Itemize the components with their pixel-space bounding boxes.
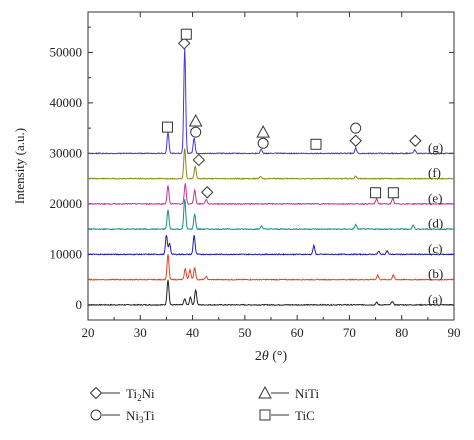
series-line bbox=[87, 148, 455, 180]
diamond-marker bbox=[177, 37, 191, 50]
legend-label: Ti2Ni bbox=[126, 386, 155, 403]
phase-markers bbox=[161, 28, 422, 199]
legend-item: TiC bbox=[259, 408, 315, 423]
series-line bbox=[87, 47, 455, 155]
series-line bbox=[87, 234, 455, 256]
series-labels: (a) (b) (c) (d) (e) (f) (g) bbox=[428, 140, 443, 306]
series-label: (c) bbox=[428, 241, 442, 256]
legend-item: Ti2Ni bbox=[89, 386, 155, 403]
plot-frame bbox=[87, 11, 455, 321]
triangle-marker bbox=[188, 114, 203, 127]
square-marker bbox=[161, 121, 173, 133]
series-label: (d) bbox=[428, 216, 443, 231]
y-tick-label: 10000 bbox=[50, 246, 83, 261]
series-line bbox=[87, 279, 455, 307]
square-legend-icon bbox=[259, 409, 271, 421]
square-marker bbox=[180, 28, 192, 40]
series-label: (e) bbox=[428, 190, 442, 205]
circle-marker bbox=[257, 137, 269, 149]
series-label: (g) bbox=[428, 140, 443, 155]
legend-item: Ni3Ti bbox=[90, 408, 155, 425]
x-tick-label: 90 bbox=[448, 325, 461, 340]
x-tick-label: 60 bbox=[291, 325, 304, 340]
series-line bbox=[87, 199, 455, 231]
square-marker bbox=[370, 187, 382, 199]
y-tick-label: 20000 bbox=[50, 196, 83, 211]
square-marker bbox=[387, 187, 399, 199]
triangle-legend-icon bbox=[258, 385, 272, 399]
legend-item: NiTi bbox=[258, 385, 319, 401]
axes: 20 30 40 50 60 70 80 90 0 10000 20000 30000 40000 500… bbox=[50, 12, 461, 340]
legend: Ti2Ni NiTi Ni3Ti TiC bbox=[89, 385, 319, 425]
legend-label: TiC bbox=[295, 408, 315, 423]
plot-area bbox=[87, 11, 455, 321]
square-marker bbox=[310, 138, 322, 150]
y-tick-label: 40000 bbox=[50, 95, 83, 110]
y-tick-label: 30000 bbox=[50, 145, 83, 160]
circle-legend-icon bbox=[90, 409, 102, 421]
series-label: (b) bbox=[428, 266, 443, 281]
x-tick-label: 80 bbox=[395, 325, 408, 340]
series-label: (a) bbox=[428, 291, 442, 306]
legend-label: Ni3Ti bbox=[126, 408, 155, 425]
x-tick-label: 40 bbox=[186, 325, 199, 340]
circle-marker bbox=[190, 126, 202, 138]
y-tick-label: 0 bbox=[76, 297, 83, 312]
circle-marker bbox=[350, 122, 362, 134]
x-tick-label: 50 bbox=[238, 325, 251, 340]
x-tick-label: 70 bbox=[343, 325, 356, 340]
series-line bbox=[87, 183, 455, 206]
y-tick-label: 50000 bbox=[50, 44, 83, 59]
series-layer bbox=[87, 47, 455, 307]
diamond-marker bbox=[349, 134, 362, 147]
triangle-marker bbox=[256, 125, 270, 138]
x-tick-label: 30 bbox=[134, 325, 147, 340]
diamond-marker bbox=[192, 153, 206, 167]
series-line bbox=[87, 254, 455, 281]
diamond-marker bbox=[409, 134, 422, 147]
diamond-marker bbox=[201, 186, 214, 199]
x-tick-label: 20 bbox=[82, 325, 95, 340]
legend-label: NiTi bbox=[295, 386, 319, 401]
series-label: (f) bbox=[428, 165, 441, 180]
x-axis-label: 2θ (°) bbox=[255, 349, 288, 364]
diamond-legend-icon bbox=[89, 386, 103, 400]
y-axis-label: Intensity (a.u.) bbox=[12, 128, 27, 204]
